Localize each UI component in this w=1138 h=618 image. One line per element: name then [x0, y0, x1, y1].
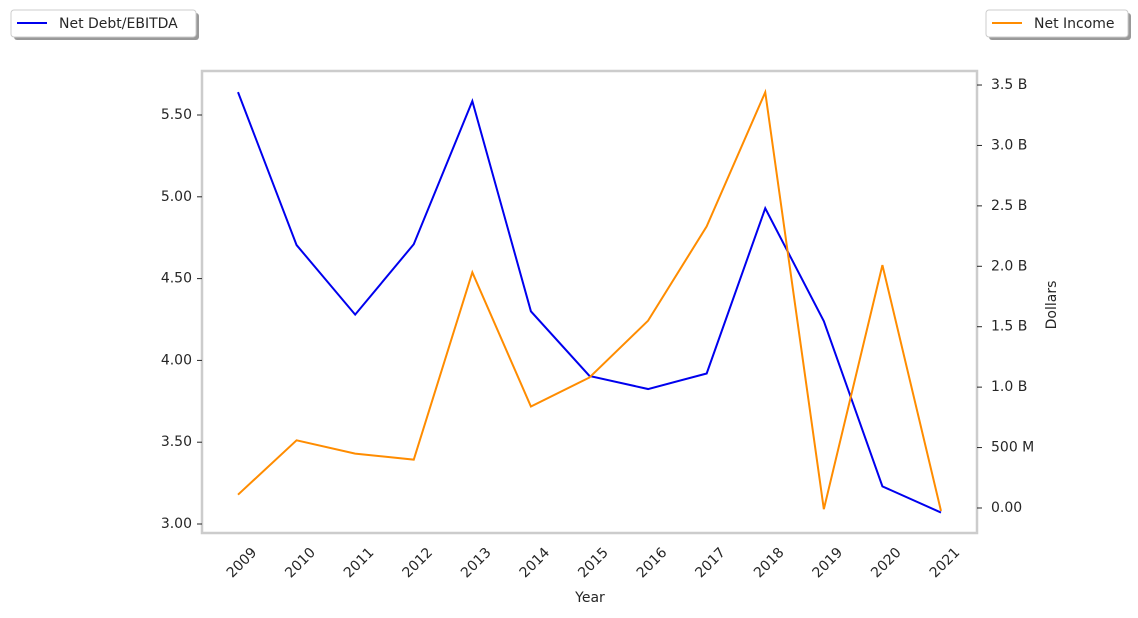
y-tick-label: 4.00: [161, 352, 192, 368]
x-axis-label: Year: [574, 590, 605, 606]
x-tick-label: 2012: [399, 545, 436, 582]
y2-tick-label: 0.00: [991, 500, 1022, 516]
y2-axis-label: Dollars: [1044, 281, 1060, 330]
y-tick-label: 5.00: [161, 189, 192, 205]
y-tick-label: 3.50: [161, 434, 192, 450]
legend-label: Net Income: [1034, 16, 1115, 32]
x-tick-label: 2019: [810, 545, 847, 582]
x-tick-label: 2021: [927, 545, 964, 582]
x-tick-label: 2011: [341, 545, 378, 582]
y2-tick-label: 1.5 B: [991, 319, 1027, 335]
line-series: [237, 91, 942, 514]
y-tick-label: 3.00: [161, 516, 192, 532]
y2-tick-label: 500 M: [991, 440, 1034, 456]
y-tick-label: 5.50: [161, 107, 192, 123]
x-tick-label: 2013: [458, 545, 495, 582]
line-series: [237, 88, 942, 512]
legend-box: [985, 9, 1129, 38]
x-tick-label: 2015: [575, 545, 612, 582]
y2-tick-label: 2.5 B: [991, 198, 1027, 214]
x-tick-label: 2016: [634, 545, 671, 582]
x-tick-label: 2010: [282, 545, 319, 582]
y2-tick-label: 1.0 B: [991, 379, 1027, 395]
legend-label: Net Debt/EBITDA: [59, 16, 178, 32]
y2-tick-label: 3.5 B: [991, 77, 1027, 93]
x-tick-label: 2017: [692, 545, 729, 582]
y2-tick-label: 2.0 B: [991, 258, 1027, 274]
x-tick-label: 2014: [517, 545, 554, 582]
legend-box: [10, 9, 197, 38]
x-tick-label: 2020: [868, 545, 905, 582]
x-tick-label: 2018: [751, 545, 788, 582]
plot-frame: [200, 69, 979, 535]
y-tick-label: 4.50: [161, 271, 192, 287]
y2-tick-label: 3.0 B: [991, 137, 1027, 153]
x-tick-label: 2009: [224, 545, 261, 582]
